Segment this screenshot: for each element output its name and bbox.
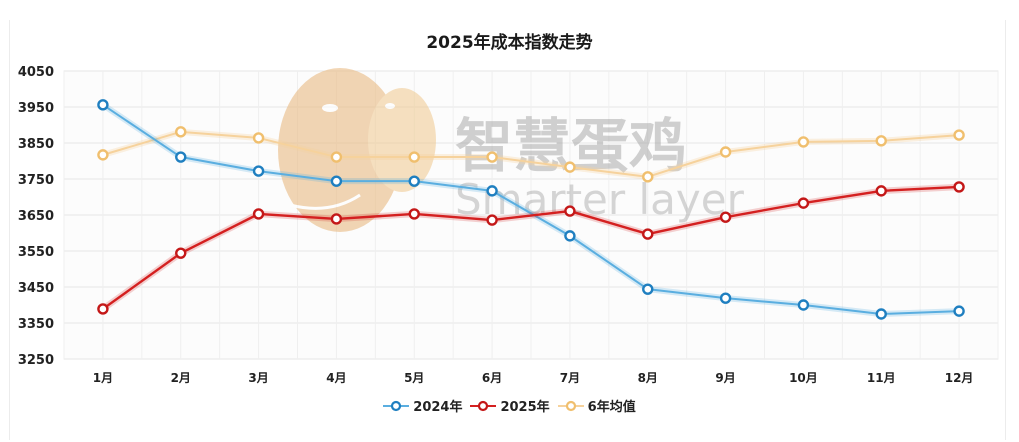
data-point-marker[interactable]: [564, 161, 576, 173]
data-point-marker[interactable]: [564, 230, 576, 242]
data-point-marker[interactable]: [252, 208, 265, 220]
chart-title: 2025年成本指数走势: [426, 33, 593, 53]
watermark: 智慧蛋鸡 Smarter layer: [278, 68, 745, 232]
y-tick-label: 4050: [18, 65, 54, 80]
data-point-marker[interactable]: [953, 181, 965, 193]
data-point-marker[interactable]: [408, 175, 420, 187]
y-tick-label: 3450: [18, 281, 54, 296]
data-point-marker[interactable]: [719, 292, 732, 304]
y-tick-label: 3550: [18, 245, 54, 260]
data-point-marker[interactable]: [486, 151, 498, 163]
data-point-marker[interactable]: [953, 129, 965, 141]
legend-line-marker-icon: [470, 400, 497, 411]
x-tick-label: 8月: [638, 371, 658, 385]
data-point-marker[interactable]: [642, 283, 654, 295]
chick-logo-icon: [278, 68, 436, 232]
data-point-marker[interactable]: [330, 213, 343, 225]
data-point-marker[interactable]: [486, 185, 498, 197]
legend-line-marker-icon: [383, 400, 410, 411]
y-tick-label: 3350: [18, 317, 54, 332]
y-tick-label: 3750: [18, 173, 54, 188]
data-point-marker[interactable]: [642, 228, 654, 240]
data-point-marker[interactable]: [797, 299, 810, 311]
data-point-marker[interactable]: [719, 211, 732, 223]
data-point-marker[interactable]: [719, 146, 732, 158]
watermark-en-text: Smarter layer: [455, 175, 745, 224]
x-tick-label: 1月: [93, 371, 113, 385]
data-point-marker[interactable]: [97, 149, 109, 161]
x-tick-label: 4月: [326, 371, 346, 385]
data-point-marker[interactable]: [797, 197, 810, 209]
x-tick-label: 3月: [248, 371, 268, 385]
legend-label: 6年均值: [587, 400, 636, 415]
legend-item-6yr-avg[interactable]: 6年均值: [557, 396, 636, 415]
data-point-marker[interactable]: [330, 175, 343, 187]
data-point-marker[interactable]: [875, 308, 887, 320]
x-tick-label: 7月: [560, 371, 580, 385]
series-6年均值: [97, 126, 965, 183]
y-tick-label: 3250: [18, 353, 54, 368]
data-point-marker[interactable]: [175, 247, 187, 259]
data-point-marker[interactable]: [408, 151, 420, 163]
data-point-marker[interactable]: [175, 126, 187, 138]
y-tick-label: 3950: [18, 101, 54, 116]
legend-label: 2024年: [413, 400, 463, 415]
data-point-marker[interactable]: [953, 305, 965, 317]
x-axis: 1月 2月 3月 4月 5月 6月 7月 8月 9月 10月 11月 12月: [93, 371, 974, 385]
legend-item-2024[interactable]: 2024年: [383, 396, 462, 415]
x-tick-label: 6月: [482, 371, 502, 385]
data-point-marker[interactable]: [175, 151, 187, 163]
y-axis: 3250 3350 3450 3550 3650 3750 3850 3950 4050: [18, 65, 54, 368]
legend-label: 2025年: [500, 400, 550, 415]
x-tick-label: 9月: [715, 371, 735, 385]
data-point-marker[interactable]: [797, 136, 810, 148]
data-point-marker[interactable]: [642, 171, 654, 183]
data-point-marker[interactable]: [564, 205, 576, 217]
data-point-marker[interactable]: [486, 214, 498, 226]
data-point-marker[interactable]: [408, 208, 420, 220]
y-tick-label: 3850: [18, 137, 54, 152]
x-tick-label: 5月: [404, 371, 424, 385]
data-point-marker[interactable]: [252, 165, 265, 177]
y-tick-label: 3650: [18, 209, 54, 224]
data-point-marker[interactable]: [330, 151, 343, 163]
legend-item-2025[interactable]: 2025年: [470, 396, 550, 415]
data-point-marker[interactable]: [252, 132, 265, 144]
series-2025年: [97, 181, 965, 315]
series-group: [97, 99, 965, 320]
legend: 2024年 2025年 6年均值: [0, 396, 1019, 415]
x-tick-label: 11月: [867, 371, 896, 385]
x-tick-label: 10月: [789, 371, 818, 385]
legend-line-marker-icon: [557, 400, 584, 411]
series-2024年: [97, 99, 965, 320]
x-tick-label: 12月: [945, 371, 974, 385]
data-point-marker[interactable]: [875, 135, 887, 147]
x-tick-label: 2月: [171, 371, 191, 385]
data-point-marker[interactable]: [97, 99, 109, 111]
data-point-marker[interactable]: [97, 303, 109, 315]
chart-frame: [9, 20, 1006, 440]
data-point-marker[interactable]: [875, 185, 887, 197]
